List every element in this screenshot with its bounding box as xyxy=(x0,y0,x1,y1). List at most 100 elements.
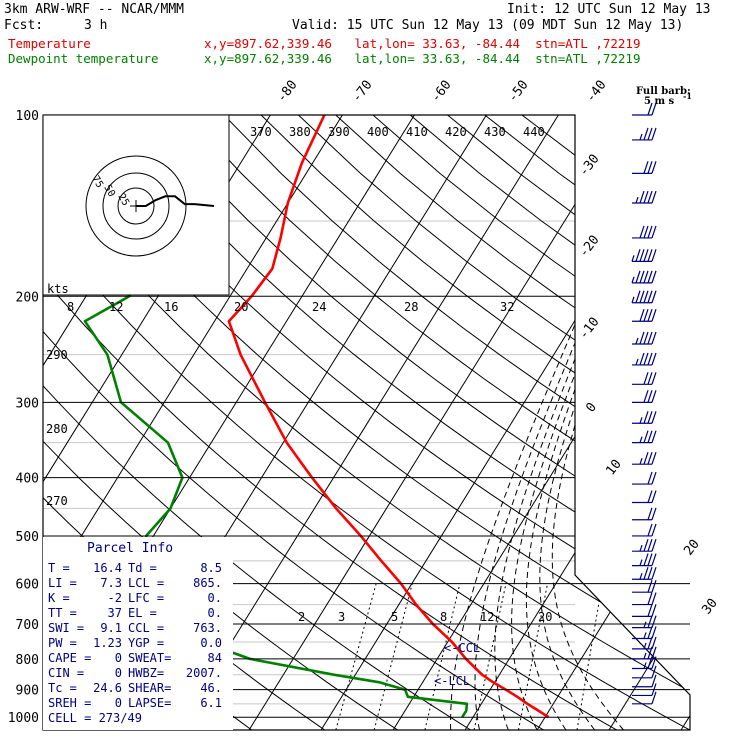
moist-adiabat xyxy=(525,296,612,730)
wind-barb xyxy=(632,430,657,444)
moist-adiabat xyxy=(450,296,588,730)
wind-barb xyxy=(631,290,657,304)
hodograph-ring xyxy=(85,155,187,257)
barb-flag xyxy=(647,567,653,580)
barb-half-flag xyxy=(639,436,643,443)
barb-flag xyxy=(643,161,649,174)
barb-flag xyxy=(651,451,657,465)
barb-half-flag xyxy=(635,196,639,204)
temperature-axis-label: -80 xyxy=(274,78,300,106)
temperature-axis-label: -40 xyxy=(583,78,609,106)
parcel-info-cell: 7.3 xyxy=(100,576,122,590)
mixing-ratio-label: 8 xyxy=(440,610,447,624)
barb-flag xyxy=(651,127,657,141)
pressure-label: 800 xyxy=(16,653,39,668)
hodograph-ring xyxy=(117,187,155,225)
dewpoint-location: x,y=897.62,339.46 lat,lon= 33.63, -84.44… xyxy=(204,51,641,66)
barb-flag xyxy=(651,523,657,537)
barb-flag xyxy=(651,430,657,443)
barb-flag xyxy=(647,626,653,639)
barb-flag xyxy=(651,580,657,593)
barb-flag xyxy=(643,538,649,552)
parcel-info-cell: SHEAR= xyxy=(128,681,171,695)
barb-flag xyxy=(651,553,657,566)
temperature-axis-label: 10 xyxy=(603,457,624,479)
temperature-axis-label: 0 xyxy=(583,400,600,415)
parcel-info-cell: Td = xyxy=(128,561,157,575)
barb-flag xyxy=(643,372,649,385)
barb-flag xyxy=(647,604,653,617)
barb-half-flag xyxy=(643,642,647,650)
barb-flag xyxy=(651,352,657,366)
barb-flag xyxy=(647,538,653,552)
barb-flag xyxy=(647,102,653,116)
barb-flag xyxy=(647,490,653,503)
barb-half-flag xyxy=(643,652,647,660)
wind-barb xyxy=(632,665,657,679)
parcel-info-cell: 0.0 xyxy=(200,636,222,650)
barb-flag xyxy=(635,249,641,262)
parcel-info-cell: LCL = xyxy=(128,576,164,590)
pressure-label: 700 xyxy=(16,618,39,633)
dry-adiabat xyxy=(148,115,690,730)
wind-barb xyxy=(632,411,657,424)
theta-label: 280 xyxy=(46,422,68,436)
theta-label: 410 xyxy=(406,125,428,139)
temperature-axis-label: -70 xyxy=(349,78,375,106)
barb-flag xyxy=(647,592,653,605)
barb-flag xyxy=(651,683,657,696)
barb-flag xyxy=(647,656,653,669)
barb-flag xyxy=(651,656,657,669)
barb-flag xyxy=(651,331,657,345)
parcel-info-cell: 16.4 xyxy=(93,561,122,575)
barb-flag xyxy=(647,127,653,141)
barb-flag xyxy=(651,372,657,385)
barb-flag xyxy=(639,270,645,284)
barb-flag xyxy=(647,290,653,303)
barb-legend-exponent: -1 xyxy=(683,91,692,101)
barb-flag xyxy=(643,411,649,424)
dry-adiabat xyxy=(298,115,690,730)
parcel-info-cell: 0. xyxy=(208,606,222,620)
barb-flag xyxy=(647,270,653,284)
mixing-ratio-label: 3 xyxy=(338,610,345,624)
temperature-axis-label: 30 xyxy=(699,596,720,618)
dry-adiabat xyxy=(260,115,690,730)
barb-flag xyxy=(639,290,645,303)
barb-flag xyxy=(643,249,649,262)
parcel-info-cell: 37 xyxy=(108,606,122,620)
theta-label: 270 xyxy=(46,494,68,508)
temperature-profile xyxy=(227,115,550,719)
theta-label: 370 xyxy=(250,125,272,139)
isotherm-line xyxy=(43,115,343,730)
barb-half-flag xyxy=(639,559,643,566)
lcl-annotation: <-LCL xyxy=(434,674,470,688)
barb-flag xyxy=(651,674,657,687)
moist-adiabat-label: 16 xyxy=(164,300,178,314)
parcel-info-cell: K = xyxy=(48,591,70,605)
barb-flag xyxy=(647,507,653,520)
dry-adiabat xyxy=(372,115,690,730)
wind-barb xyxy=(632,309,657,322)
parcel-info-cell: 0 xyxy=(115,696,122,710)
parcel-info-cell: 0. xyxy=(208,591,222,605)
barb-flag xyxy=(651,411,657,424)
moist-adiabat xyxy=(494,296,602,730)
parcel-info-cell: HWBZ= xyxy=(128,666,164,680)
barb-flag xyxy=(651,604,657,617)
moist-adiabat-label: 20 xyxy=(234,300,248,314)
barb-flag xyxy=(651,592,657,605)
ccl-annotation: <-CCL xyxy=(444,641,480,655)
isotherm-line xyxy=(392,115,690,730)
moist-adiabat-label: 28 xyxy=(404,300,418,314)
mixing-ratio-line xyxy=(576,583,603,730)
wind-barb xyxy=(632,683,657,697)
parcel-info-cell: SREH = xyxy=(48,696,91,710)
barb-flag xyxy=(643,331,649,345)
wind-barb xyxy=(632,592,657,606)
pressure-label: 200 xyxy=(16,290,39,305)
barb-flag xyxy=(651,390,657,403)
hodograph-trace xyxy=(136,195,215,207)
barb-half-flag xyxy=(631,255,635,262)
